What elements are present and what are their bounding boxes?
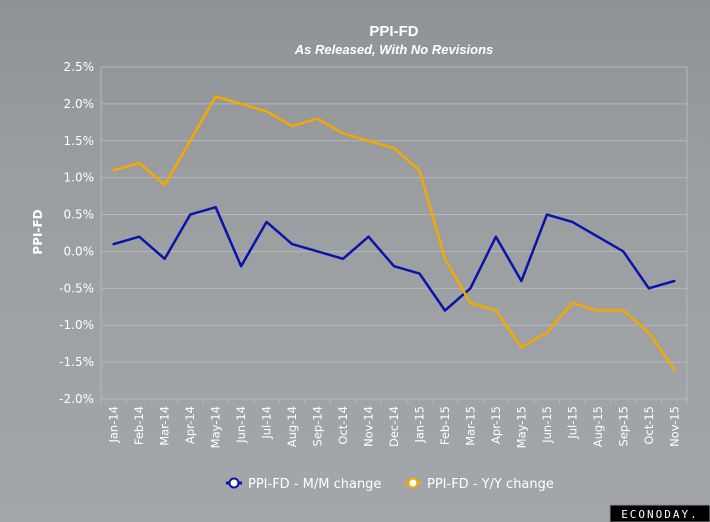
series-line-yy [112,95,676,371]
x-tick-label: Jul-15 [565,406,579,440]
y-tick-label: -2.0% [59,392,94,406]
x-tick-label: Mar-14 [158,406,172,446]
y-tick-label: -0.5% [59,281,94,295]
grid [100,66,688,404]
series-line-mm [112,205,676,312]
x-tick-label: Mar-15 [463,406,477,446]
legend-yy-label: PPI-FD - Y/Y change [427,477,554,492]
y-tick-label: 2.5% [64,60,95,74]
x-tick-label: Jan-14 [107,406,121,444]
y-tick-label: 0.0% [64,244,95,258]
x-tick-label: Nov-15 [667,406,681,447]
y-tick-label: 0.5% [64,208,95,222]
x-tick-label: Nov-14 [362,406,376,447]
chart-subtitle: As Released, With No Revisions [294,42,494,57]
legend-yy-marker [407,477,419,489]
y-axis-label: PPI-FD [31,209,45,254]
x-tick-label: May-15 [514,406,528,448]
x-tick-label: May-14 [209,406,223,448]
econoday-brand-text: ECONODAY. [621,508,699,521]
x-tick-label: Feb-14 [132,406,146,445]
x-tick-label: Jan-15 [412,406,426,444]
x-tick-label: Jun-14 [234,406,248,444]
x-tick-label: Apr-14 [183,406,197,444]
x-tick-label: Apr-15 [489,406,503,444]
y-axis-ticks: 2.5% 2.0% 1.5% 1.0% 0.5% 0.0% -0.5% -1.0% -1.5% -… [59,60,94,406]
y-tick-label: 2.0% [64,97,95,111]
x-tick-label: Oct-15 [642,406,656,445]
series-lines [112,95,676,371]
legend-item-mm[interactable]: PPI-FD - M/M change [226,477,381,492]
econoday-logo: ECONODAY. [609,504,710,522]
y-tick-label: 1.0% [64,171,95,185]
y-tick-label: -1.5% [59,355,94,369]
legend-mm-label: PPI-FD - M/M change [248,477,381,492]
legend-mm-marker [228,477,240,489]
y-tick-label: -1.0% [59,318,94,332]
x-tick-label: Feb-15 [438,406,452,445]
x-axis-ticks: Jan-14 Feb-14 Mar-14 Apr-14 May-14 Jun-14 Jul-… [107,406,682,448]
x-tick-label: Aug-15 [591,406,605,447]
x-tick-label: Oct-14 [336,406,350,445]
y-tick-label: 1.5% [64,134,95,148]
x-tick-label: Sep-14 [311,406,325,446]
legend-item-yy[interactable]: PPI-FD - Y/Y change [405,477,554,492]
x-tick-label: Dec-14 [387,406,401,447]
x-tick-label: Jun-15 [540,406,554,444]
legend: PPI-FD - M/M change PPI-FD - Y/Y change [226,477,554,492]
x-tick-label: Sep-15 [616,406,630,446]
chart-title: PPI-FD [369,23,418,40]
x-tick-label: Jul-14 [260,406,274,440]
x-tick-label: Aug-14 [285,406,299,447]
